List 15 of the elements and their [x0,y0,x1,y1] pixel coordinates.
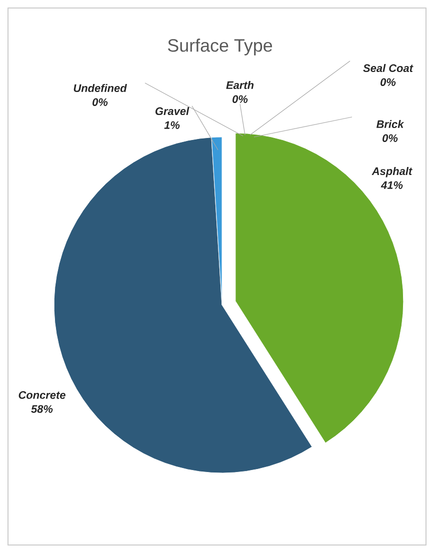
data-label: 1% [164,121,180,129]
text: 0% [382,134,398,142]
category-label: Brick [376,120,404,128]
category-label: Earth [226,80,254,90]
text: 0% [232,95,248,103]
data-label: 41% [380,181,403,189]
category-label: Undefined [74,84,127,92]
data-label: 58% [31,405,53,413]
category-label: Seal Coat [363,64,414,72]
slice-label: Gravel [155,107,190,116]
text: 0% [380,78,396,86]
slice-label: Concrete [18,391,66,399]
text: 0% [92,98,108,106]
chart-title: Surface Type [168,38,272,56]
slice-label: Asphalt [372,167,412,178]
